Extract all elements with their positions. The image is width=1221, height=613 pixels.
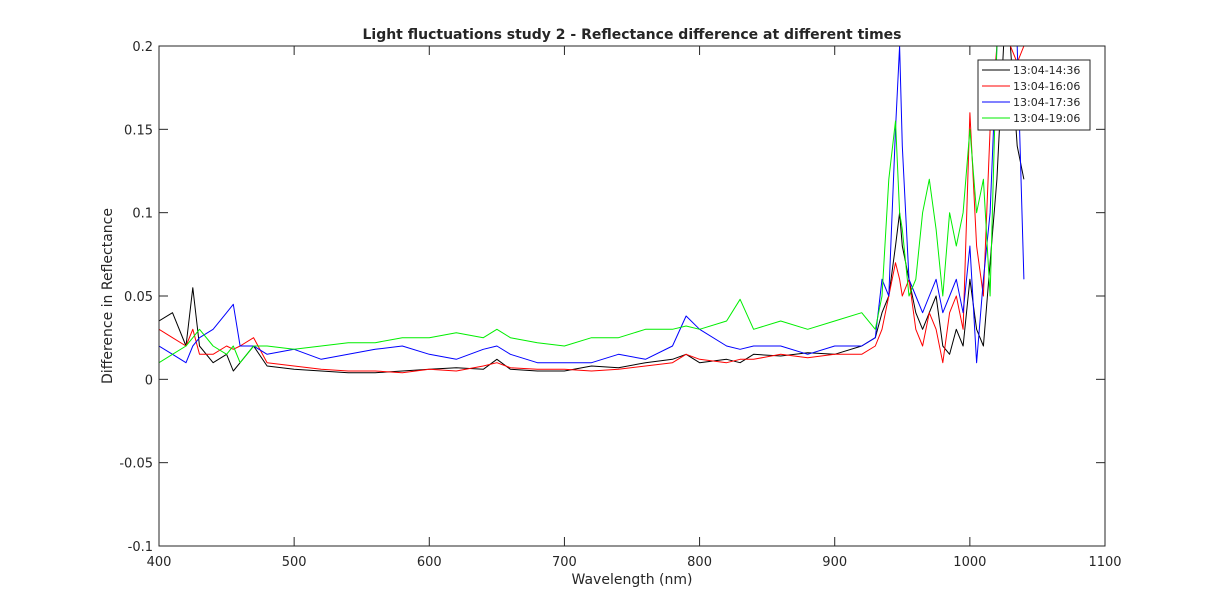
- legend: 13:04-14:36 13:04-16:06 13:04-17:36 13:04-1…: [977, 59, 1091, 131]
- legend-label-3: 13:04-17:36: [1013, 96, 1080, 109]
- y-tick-label: 0: [145, 373, 153, 388]
- x-tick-label: 600: [417, 555, 442, 570]
- legend-label-1: 13:04-14:36: [1013, 64, 1080, 77]
- series-line-3: [159, 46, 1025, 364]
- y-tick-label: 0.1: [132, 207, 153, 222]
- legend-label-4: 13:04-19:06: [1013, 112, 1080, 125]
- series-line-4: [159, 46, 1024, 364]
- x-axis-label: Wavelength (nm): [572, 572, 693, 588]
- plot-area: [159, 46, 1105, 546]
- x-tick-label: 900: [822, 555, 847, 570]
- y-tick-label: 0.05: [124, 290, 153, 305]
- x-tick-label: 700: [552, 555, 577, 570]
- y-tick-label: 0.15: [124, 123, 153, 138]
- y-tick-label: 0.2: [132, 40, 153, 55]
- chart-title: Light fluctuations study 2 - Reflectance…: [362, 27, 901, 43]
- tick-layer: 400 500 600 700 800 900 1000 1100 -0.1 -0.05 0 0.05…: [119, 40, 1121, 570]
- legend-label-2: 13:04-16:06: [1013, 80, 1080, 93]
- series-line-2: [159, 46, 1025, 374]
- y-tick-label: -0.05: [119, 457, 153, 472]
- x-tick-label: 800: [687, 555, 712, 570]
- plot-frame: [158, 45, 1106, 547]
- series-layer: [159, 46, 1025, 374]
- y-tick-label: -0.1: [128, 540, 153, 555]
- x-tick-label: 1000: [953, 555, 986, 570]
- x-tick-label: 1100: [1088, 555, 1121, 570]
- x-tick-label: 500: [282, 555, 307, 570]
- y-axis-label: Difference in Reflectance: [100, 208, 116, 384]
- x-tick-label: 400: [147, 555, 172, 570]
